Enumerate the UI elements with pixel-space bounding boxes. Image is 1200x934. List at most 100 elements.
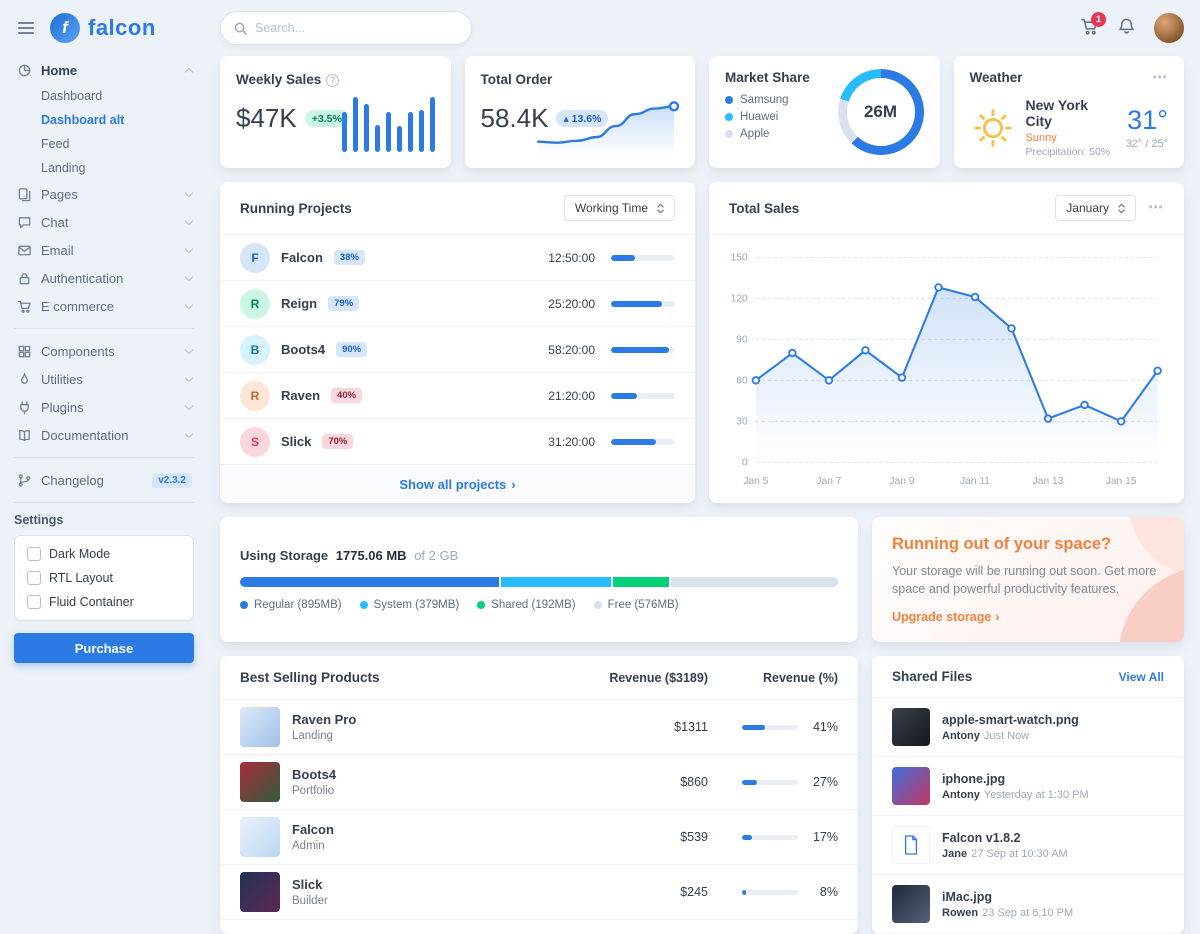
card-title: Shared Files xyxy=(892,669,973,685)
home-children: Dashboard Dashboard alt Feed Landing xyxy=(14,84,194,180)
notifications-button[interactable] xyxy=(1117,17,1136,39)
chevron-up-icon xyxy=(184,67,194,76)
svg-text:Jan 5: Jan 5 xyxy=(743,476,768,487)
info-icon[interactable]: ? xyxy=(326,73,340,87)
sidebar-item-authentication[interactable]: Authentication xyxy=(14,264,194,292)
weather-range: 32° / 25° xyxy=(1125,138,1168,150)
storage-row: Using Storage 1775.06 MB of 2 GB Regular… xyxy=(220,517,1184,643)
cart-button[interactable]: 1 xyxy=(1080,12,1106,39)
product-category-link[interactable]: Admin xyxy=(292,840,325,853)
product-percent-bar xyxy=(742,889,798,895)
sidebar-item-home[interactable]: Home xyxy=(14,56,194,84)
view-all-link[interactable]: View All xyxy=(1118,669,1164,684)
total-order-value: 58.4K ▴ 13.6% xyxy=(481,103,680,134)
select-arrows-icon xyxy=(657,203,664,213)
checkbox-box xyxy=(27,571,41,585)
product-thumbnail[interactable] xyxy=(240,762,280,803)
weather-card: Weather ⋯ New York City Sunny Precipitat… xyxy=(953,56,1184,168)
project-name-link[interactable]: Raven xyxy=(281,388,321,403)
project-percent-badge: 79% xyxy=(328,296,360,311)
hamburger-menu-button[interactable] xyxy=(14,18,38,38)
sidebar-item-changelog[interactable]: Changelog v2.3.2 xyxy=(14,466,194,494)
brand-name: falcon xyxy=(88,15,156,40)
search-input[interactable] xyxy=(255,21,458,35)
select-arrows-icon xyxy=(1118,203,1125,213)
file-name-link[interactable]: Falcon v1.8.2 xyxy=(942,831,1021,846)
upgrade-storage-link[interactable]: Upgrade storage › xyxy=(892,610,1000,624)
dark-mode-checkbox[interactable]: Dark Mode xyxy=(27,547,181,561)
sidebar-item-plugins[interactable]: Plugins xyxy=(14,393,194,421)
svg-text:120: 120 xyxy=(731,293,748,304)
user-avatar[interactable] xyxy=(1154,13,1184,43)
sidebar-item-e-commerce[interactable]: E commerce xyxy=(14,292,194,320)
legend-item-apple: Apple xyxy=(725,128,810,140)
sidebar-item-dashboard-alt[interactable]: Dashboard alt xyxy=(41,113,125,127)
falcon-logo[interactable]: f falcon xyxy=(50,13,156,43)
project-name-link[interactable]: Falcon xyxy=(281,250,323,265)
storage-title: Using Storage 1775.06 MB of 2 GB xyxy=(240,548,459,564)
sidebar-item-pages[interactable]: Pages xyxy=(14,180,194,208)
weekly-sales-chart xyxy=(341,97,435,152)
storage-legend: Regular (895MB) System (379MB) Shared (192… xyxy=(240,599,838,611)
svg-text:Jan 7: Jan 7 xyxy=(816,476,841,487)
project-name-link[interactable]: Reign xyxy=(281,296,318,311)
fluid-container-checkbox[interactable]: Fluid Container xyxy=(27,595,181,609)
sidebar-item-landing[interactable]: Landing xyxy=(41,161,86,175)
sidebar-item-label: Chat xyxy=(41,214,69,230)
file-name-link[interactable]: iMac.jpg xyxy=(942,890,993,905)
sidebar-nav: Home Dashboard Dashboard alt Feed Landing P… xyxy=(14,56,194,663)
product-category-link[interactable]: Builder xyxy=(292,895,328,908)
market-share-card: Market Share Samsung Huawei Apple 26M xyxy=(709,56,940,168)
file-meta: Jane 27 Sep at 10:30 AM xyxy=(942,848,1068,860)
month-select[interactable]: January xyxy=(1055,195,1136,221)
working-time-select[interactable]: Working Time xyxy=(563,195,675,221)
product-thumbnail[interactable] xyxy=(240,817,280,858)
more-options-icon[interactable]: ⋯ xyxy=(1148,199,1164,216)
weekly-sales-bar xyxy=(407,112,413,152)
rtl-layout-checkbox[interactable]: RTL Layout xyxy=(27,571,181,585)
file-thumbnail[interactable] xyxy=(892,826,930,865)
project-row: R Raven 40% 21:20:00 xyxy=(220,373,695,419)
sidebar-item-email[interactable]: Email xyxy=(14,236,194,264)
storage-legend-item: Regular (895MB) xyxy=(240,599,342,611)
weather-temps: 31° 32° / 25° xyxy=(1126,105,1168,150)
total-order-change-badge: ▴ 13.6% xyxy=(556,110,609,127)
sidebar-item-components[interactable]: Components xyxy=(14,337,194,365)
sidebar-item-feed[interactable]: Feed xyxy=(41,137,70,151)
file-time: Just Now xyxy=(983,730,1030,743)
show-all-projects-link[interactable]: Show all projects › xyxy=(220,465,695,503)
project-name-link[interactable]: Boots4 xyxy=(281,342,326,357)
file-row: apple-smart-watch.png Antony Just Now xyxy=(872,698,1184,758)
chevron-down-icon xyxy=(184,244,194,253)
file-thumbnail[interactable] xyxy=(892,708,930,747)
sidebar-item-chat[interactable]: Chat xyxy=(14,208,194,236)
sidebar-item-documentation[interactable]: Documentation xyxy=(14,421,194,449)
legend-label: Samsung xyxy=(740,94,789,106)
file-name-link[interactable]: iphone.jpg xyxy=(942,772,1006,787)
product-category-link[interactable]: Landing xyxy=(292,730,333,743)
upgrade-space-card: Running out of your space? Your storage … xyxy=(872,517,1184,642)
utilities-icon xyxy=(16,371,32,387)
project-time: 31:20:00 xyxy=(548,434,595,449)
svg-text:Jan 9: Jan 9 xyxy=(889,476,914,487)
purchase-button[interactable]: Purchase xyxy=(14,633,194,663)
sidebar-item-utilities[interactable]: Utilities xyxy=(14,365,194,393)
file-name-link[interactable]: apple-smart-watch.png xyxy=(942,713,1079,728)
more-options-icon[interactable]: ⋯ xyxy=(1152,68,1168,86)
product-thumbnail[interactable] xyxy=(240,872,280,913)
product-thumbnail[interactable] xyxy=(240,707,280,748)
chevron-down-icon xyxy=(184,401,194,410)
market-share-donut: 26M xyxy=(837,69,924,155)
file-thumbnail[interactable] xyxy=(892,767,930,806)
sidebar-item-dashboard[interactable]: Dashboard xyxy=(41,89,103,103)
top-bar: 1 xyxy=(220,0,1184,56)
project-name-link[interactable]: Slick xyxy=(281,434,312,449)
settings-card: Dark Mode RTL Layout Fluid Container xyxy=(14,535,194,621)
total-sales-controls: January ⋯ xyxy=(1055,195,1164,221)
file-thumbnail[interactable] xyxy=(892,885,930,924)
product-category-link[interactable]: Portfolio xyxy=(292,785,335,798)
legend-label: Regular (895MB) xyxy=(254,599,342,612)
sidebar: f falcon Home Dashboard Dashboard alt Feed… xyxy=(0,0,204,900)
legend-item-huawei: Huawei xyxy=(725,111,810,123)
